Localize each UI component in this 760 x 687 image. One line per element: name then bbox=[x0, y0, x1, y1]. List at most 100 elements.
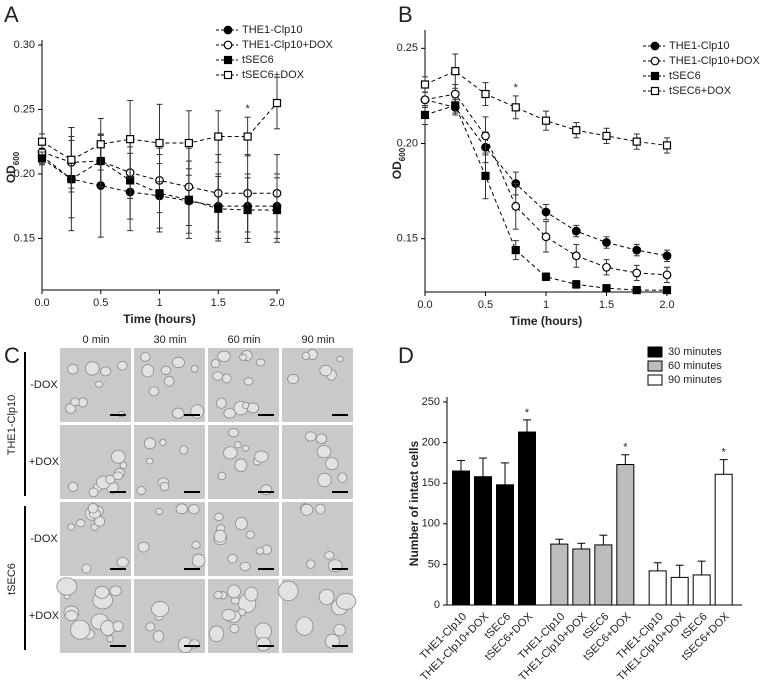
cell bbox=[100, 366, 112, 377]
cell bbox=[333, 623, 346, 637]
cell bbox=[229, 623, 240, 634]
cell bbox=[217, 471, 227, 481]
marker bbox=[541, 116, 551, 125]
marker bbox=[571, 251, 581, 261]
cell bbox=[244, 586, 259, 602]
marker bbox=[632, 245, 642, 255]
marker bbox=[126, 135, 135, 144]
y-tick-label: 150 bbox=[422, 477, 440, 489]
cell bbox=[64, 610, 79, 622]
bar bbox=[452, 470, 470, 606]
column-label: 60 min bbox=[227, 334, 260, 346]
cell bbox=[335, 592, 357, 610]
cell bbox=[254, 450, 269, 463]
marker bbox=[662, 251, 672, 261]
row-label: -DOX bbox=[30, 533, 58, 545]
marker bbox=[602, 131, 611, 140]
cell bbox=[155, 508, 164, 515]
cell bbox=[68, 481, 79, 492]
marker bbox=[511, 103, 520, 112]
legend-label: tSEC6+DOX bbox=[242, 69, 305, 81]
cell bbox=[324, 551, 335, 560]
cell bbox=[143, 437, 157, 450]
y-tick-label: 200 bbox=[422, 437, 440, 449]
marker bbox=[155, 138, 164, 148]
bar bbox=[518, 431, 536, 606]
cell bbox=[172, 407, 185, 419]
marker bbox=[541, 207, 551, 217]
marker bbox=[481, 131, 490, 141]
cell bbox=[88, 487, 99, 498]
marker bbox=[632, 268, 642, 278]
y-tick-label: 0 bbox=[434, 599, 440, 611]
cell bbox=[214, 512, 224, 522]
marker bbox=[223, 25, 233, 35]
cell bbox=[216, 397, 227, 409]
legend-label: THE1-Clp10 bbox=[669, 40, 730, 52]
cell bbox=[159, 481, 170, 492]
cell bbox=[319, 364, 332, 377]
bar bbox=[572, 548, 591, 606]
x-tick-label: 2.0 bbox=[269, 297, 284, 309]
cell bbox=[255, 637, 272, 652]
panel-label: A bbox=[4, 2, 19, 27]
cell bbox=[210, 359, 220, 369]
cell bbox=[336, 356, 344, 363]
marker bbox=[451, 67, 460, 76]
marker bbox=[214, 204, 223, 213]
y-tick-label: 100 bbox=[422, 518, 440, 530]
cell bbox=[84, 361, 100, 376]
legend-label: 30 minutes bbox=[668, 346, 722, 358]
marker bbox=[184, 138, 193, 148]
marker bbox=[632, 137, 641, 146]
cell bbox=[227, 584, 241, 599]
marker bbox=[223, 40, 233, 50]
series-line bbox=[424, 104, 667, 291]
marker bbox=[662, 285, 672, 295]
cell bbox=[81, 563, 92, 574]
bar bbox=[714, 473, 733, 606]
marker bbox=[602, 238, 611, 247]
x-tick-label: 1 bbox=[156, 297, 162, 309]
cell bbox=[65, 403, 77, 414]
cell bbox=[140, 352, 151, 362]
cell bbox=[223, 408, 237, 419]
cell bbox=[56, 577, 78, 596]
marker bbox=[511, 201, 521, 211]
cell bbox=[145, 457, 154, 465]
legend-label: THE1-Clp10 bbox=[242, 24, 303, 36]
annotation: * bbox=[623, 442, 628, 454]
cell bbox=[337, 472, 348, 483]
cell bbox=[208, 625, 225, 643]
row-label: +DOX bbox=[29, 456, 60, 468]
cell bbox=[260, 484, 273, 496]
bar bbox=[474, 476, 492, 606]
column-label: 90 min bbox=[301, 334, 334, 346]
cell bbox=[234, 458, 248, 473]
bar bbox=[616, 464, 635, 606]
y-axis-title-main: OD bbox=[390, 161, 404, 179]
cell bbox=[325, 457, 339, 471]
cell bbox=[234, 441, 242, 449]
legend-label: 90 minutes bbox=[668, 374, 722, 386]
cell bbox=[151, 601, 170, 617]
marker bbox=[450, 89, 460, 99]
marker bbox=[272, 205, 282, 215]
y-tick-label: 0.20 bbox=[397, 137, 418, 149]
cell bbox=[315, 503, 326, 515]
y-axis-title-main: OD bbox=[4, 165, 18, 183]
cell bbox=[160, 365, 172, 375]
column-label: 0 min bbox=[83, 334, 110, 346]
x-tick-label: 1.5 bbox=[599, 299, 614, 311]
cell bbox=[239, 561, 251, 572]
marker bbox=[37, 137, 47, 146]
cell bbox=[212, 371, 224, 381]
x-axis-title: Time (hours) bbox=[510, 314, 582, 328]
x-axis-title: Time (hours) bbox=[123, 312, 195, 326]
cell bbox=[223, 446, 238, 460]
cell bbox=[190, 404, 204, 419]
column-label: 30 min bbox=[153, 334, 186, 346]
cell bbox=[242, 445, 250, 452]
cell bbox=[109, 585, 122, 597]
